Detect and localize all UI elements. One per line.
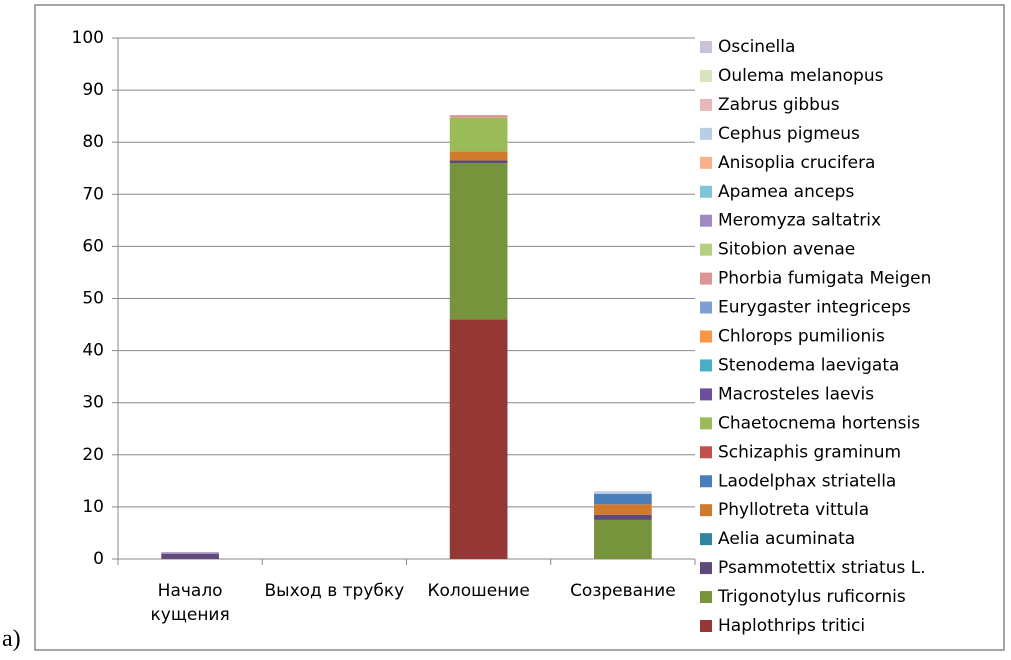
legend-label: Chlorops pumilionis (718, 327, 885, 347)
legend-label: Aelia acuminata (718, 529, 855, 549)
x-tick-label: Выход в трубку (264, 581, 405, 601)
legend-swatch (700, 446, 712, 459)
y-tick-label: 100 (72, 28, 104, 48)
legend-label: Oscinella (718, 37, 795, 57)
legend-swatch (700, 156, 712, 169)
x-tick-label: Созревание (570, 581, 676, 601)
legend-label: Chaetocnema hortensis (718, 413, 920, 433)
legend-label: Macrosteles laevis (718, 384, 874, 404)
y-tick-label: 0 (93, 549, 104, 569)
legend-label: Stenodema laevigata (718, 355, 899, 375)
y-tick-label: 40 (82, 341, 104, 361)
legend-swatch (700, 591, 712, 604)
legend-swatch (700, 41, 712, 53)
bar-segment (594, 504, 652, 515)
bar-segment (449, 319, 508, 559)
legend-label: Sitobion avenae (718, 240, 855, 260)
bar-segment (594, 514, 652, 520)
legend-label: Haplothrips tritici (718, 616, 865, 636)
legend-label: Anisoplia crucifera (718, 153, 875, 173)
y-tick-label: 80 (82, 132, 104, 152)
legend-label: Zabrus gibbus (718, 95, 840, 115)
bar-segment (594, 493, 652, 505)
legend-label: Eurygaster integriceps (718, 298, 911, 318)
legend-swatch (700, 272, 712, 285)
x-tick-label: Начало кущения (150, 581, 230, 625)
legend-label: Phorbia fumigata Meigen (718, 269, 931, 289)
bar-segment (449, 160, 508, 164)
legend-swatch (700, 98, 712, 111)
legend-label: Apamea anceps (718, 182, 854, 202)
legend-label: Trigonotylus ruficornis (717, 587, 906, 607)
legend-swatch (700, 301, 712, 314)
bar-segment (594, 519, 652, 559)
legend-label: Phyllotreta vittula (718, 500, 869, 520)
legend-swatch (700, 330, 712, 343)
bar-segment (161, 552, 219, 554)
legend-label: Laodelphax striatella (718, 471, 896, 491)
legend-label: Schizaphis graminum (718, 442, 901, 462)
y-tick-label: 30 (82, 393, 104, 413)
chart-border (34, 4, 1005, 651)
legend-label: Meromyza saltatrix (718, 211, 881, 231)
bar-segment (594, 491, 652, 494)
legend-swatch (700, 417, 712, 430)
legend-swatch (700, 69, 712, 82)
legend-swatch (700, 127, 712, 140)
legend-label: Oulema melanopus (718, 66, 884, 86)
bar-segment (449, 117, 508, 152)
legend-swatch (700, 185, 712, 198)
legend-swatch (700, 562, 712, 575)
bar-segment (449, 151, 508, 161)
bar-segment (449, 163, 508, 320)
y-tick-label: 20 (82, 445, 104, 465)
legend-swatch (700, 475, 712, 488)
bar-segment (161, 553, 219, 559)
legend-label: Psammotettix striatus L. (718, 558, 926, 578)
y-tick-label: 90 (82, 80, 104, 100)
legend-swatch (700, 243, 712, 256)
legend-swatch (700, 620, 712, 632)
y-tick-label: 70 (82, 184, 104, 204)
legend-swatch (700, 504, 712, 517)
y-tick-label: 50 (82, 289, 104, 309)
legend-swatch (700, 533, 712, 546)
y-tick-label: 10 (82, 497, 104, 517)
legend-swatch (700, 388, 712, 401)
legend-swatch (700, 359, 712, 372)
annotation: a) (2, 626, 21, 652)
bar-segment (449, 115, 508, 118)
x-tick-label: Колошение (427, 581, 530, 601)
legend-swatch (700, 214, 712, 227)
legend-label: Cephus pigmeus (718, 124, 860, 144)
y-tick-label: 60 (82, 236, 104, 256)
